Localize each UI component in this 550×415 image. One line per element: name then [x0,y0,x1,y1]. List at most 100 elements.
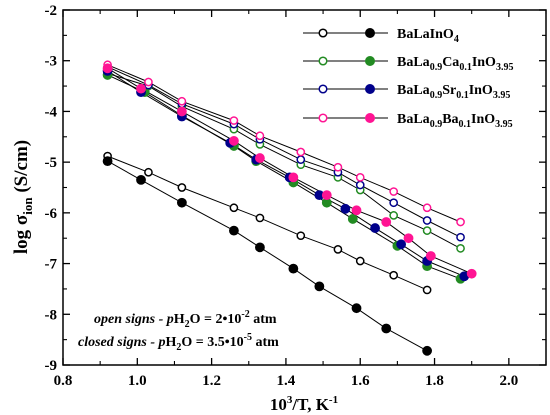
data-point-1-closed [288,263,299,274]
legend-label-part: InO [471,112,495,127]
series-line-3-closed [107,70,465,277]
legend-label-part: 3.95 [493,90,511,101]
x-tick-label: 1.6 [351,373,370,389]
data-point-3-closed [340,203,351,214]
data-point-4-closed [466,268,477,279]
series-line-1-closed [107,160,428,352]
legend-label-part: InO [469,83,493,98]
data-point-4-closed [102,63,113,74]
data-point-4-open [333,162,343,172]
data-point-3-open [422,216,432,225]
data-point-3-open [456,232,465,242]
legend-label-part: BaLa [397,55,430,70]
data-point-4-closed [321,190,332,201]
annotation-closed-lead: closed signs - [78,335,159,350]
data-point-1-closed [422,345,433,356]
y-axis-title-unit: (S/cm) [11,140,32,198]
data-point-1-closed [255,242,265,253]
legend: BaLaInO4BaLa0.9Ca0.1InO3.95BaLa0.9Sr0.1I… [303,27,513,130]
y-axis-title: log σion (S/cm) [11,140,35,254]
annotation-closed-h-sub: 2 [176,342,181,353]
tick-labels: 0.8 1.0 1.2 1.4 1.6 1.8 2.0 -9 -8 -7 -6 -5 -4 -3 -2 [45,3,519,389]
data-point-1-open [422,285,432,295]
data-point-2-closed [347,214,358,224]
legend-label-part: 0.1 [459,62,472,73]
data-point-4-open [144,77,153,87]
data-point-1-closed [102,156,113,167]
data-point-3-closed [370,223,380,233]
data-point-1-closed [136,174,146,185]
data-point-4-open [389,187,399,196]
x-axis-title: 103/T, K-1 [270,394,338,414]
data-point-1-open [333,245,343,254]
legend-label-part: 0.9 [430,119,443,130]
legend-label-part: BaLa [397,83,430,98]
annotation-closed-exp: -5 [244,332,252,343]
series-line-4-closed [107,67,472,275]
legend-label-part: 0.9 [430,62,443,73]
y-tick-label: -9 [45,358,58,374]
legend-label-part: BaLaInO [397,27,454,42]
annotation-open-lead: open signs - [94,312,167,327]
annotation-closed-h: H [166,335,177,350]
data-point-4-open [177,96,187,106]
data-point-4-closed [229,135,239,146]
data-point-4-closed [351,205,362,216]
data-point-4-open [296,147,306,157]
data-point-4-open [422,203,432,213]
legend-label-part: 0.1 [456,90,469,101]
legend-label: BaLa0.9Ba0.1InO3.95 [397,112,513,130]
data-point-1-closed [314,281,325,292]
legend-label-part: Ba [442,112,458,127]
data-point-4-closed [425,251,436,261]
legend-label: BaLaInO4 [397,27,459,45]
data-point-4-open [456,217,465,227]
data-point-1-open [177,183,187,192]
legend-marker-closed [365,28,375,38]
y-tick-label: -7 [45,257,58,273]
legend-entry-1: BaLaInO4 [303,27,459,45]
legend-marker-open [318,28,328,38]
data-point-2-open [389,211,399,220]
legend-marker-closed [365,56,375,66]
annotation-closed-p: p [158,335,166,350]
data-point-1-closed [229,225,239,236]
legend-label-part: Sr [442,83,456,98]
legend-label-part: 0.1 [459,119,472,130]
data-point-4-closed [255,153,265,163]
series-lines [107,64,472,352]
data-point-1-closed [381,323,392,334]
legend-label: BaLa0.9Sr0.1InO3.95 [397,83,510,101]
x-tick-label: 1.8 [425,373,444,389]
legend-label: BaLa0.9Ca0.1InO3.95 [397,55,513,73]
legend-label-part: 3.95 [496,62,514,73]
data-point-4-open [229,116,239,125]
data-point-4-closed [136,83,146,94]
data-point-1-open [296,231,306,241]
data-point-1-closed [176,197,187,208]
legend-label-part: InO [472,55,496,70]
legend-entry-4: BaLa0.9Ba0.1InO3.95 [303,112,513,130]
data-point-4-closed [381,217,392,227]
data-point-4-closed [403,233,414,244]
x-tick-label: 2.0 [499,373,518,389]
series-line-1-open [107,155,428,291]
y-axis-title-main: log σ [11,214,32,254]
y-tick-label: -3 [45,54,58,70]
annotation-open-p: p [166,312,174,327]
x-axis-title-exp: 3 [287,394,293,406]
x-axis-title-exp2: -1 [329,394,338,406]
annotation-open-signs: open signs - pH2O = 2•10-2 atm [94,309,277,330]
data-point-4-open [255,131,265,141]
data-point-2-open [456,244,465,253]
data-point-3-open [296,155,306,164]
data-point-4-closed [176,106,187,117]
legend-marker-open [318,56,328,66]
y-tick-label: -4 [45,104,58,120]
y-tick-label: -5 [45,155,58,171]
annotation-open-h: H [174,312,185,327]
series-markers [102,60,477,356]
data-point-1-closed [351,303,362,314]
annotation-closed-signs: closed signs - pH2O = 3.5•10-5 atm [78,332,279,353]
